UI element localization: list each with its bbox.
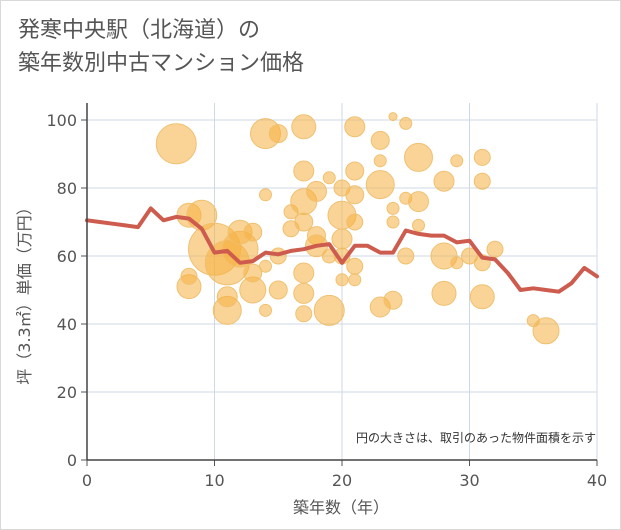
bubble-point [268, 280, 288, 300]
bubble-point [243, 222, 263, 242]
x-tick-label: 30 [459, 471, 479, 490]
bubble-point [412, 218, 425, 232]
bubble-point [373, 154, 387, 168]
bubble-point [473, 172, 491, 190]
chart-title-line1: 発寒中央駅（北海道）の [18, 18, 261, 43]
bubble-point [335, 273, 349, 287]
bubble-point [155, 123, 197, 165]
x-tick-label: 10 [204, 471, 224, 490]
bubble-point [469, 284, 495, 310]
bubble-point [259, 188, 272, 202]
x-tick-label: 0 [82, 471, 92, 490]
bubble-point [532, 317, 560, 345]
bubble-point [313, 294, 345, 326]
bubble-point [322, 171, 336, 185]
bubble-point [294, 212, 314, 232]
y-axis-title: 坪（3.3㎡）単価（万円） [15, 199, 34, 384]
bubble-point [295, 305, 313, 323]
axes [81, 103, 598, 466]
bubble-point [486, 240, 504, 258]
bubble-point [259, 303, 272, 317]
bubble-point [293, 262, 315, 284]
bubble-point [386, 201, 400, 215]
bubble-point [388, 112, 398, 122]
bubble-point [291, 114, 317, 140]
bubble-point [386, 215, 400, 229]
tick-labels: 0 10 20 30 40 0 20 40 60 80 100 [46, 111, 607, 490]
bubble-point [268, 124, 288, 144]
chart-title-line2: 築年数別中古マンション価格 [18, 51, 305, 76]
bubble-point [293, 160, 315, 182]
chart-title: 発寒中央駅（北海道）の 築年数別中古マンション価格 [18, 14, 304, 80]
y-tick-label: 80 [57, 179, 77, 198]
bubble-point [331, 228, 353, 250]
bubble-point [344, 116, 366, 138]
bubble-point [243, 263, 263, 283]
y-tick-label: 0 [67, 451, 77, 470]
bubble-point [365, 170, 395, 200]
bubble-point [383, 290, 403, 310]
bubble-layer [155, 112, 560, 345]
bubble-point [293, 282, 315, 304]
y-tick-label: 20 [57, 383, 77, 402]
bubble-point [399, 116, 413, 130]
bubble-point [306, 180, 327, 202]
bubble-point [433, 170, 455, 192]
bubble-point [180, 267, 198, 285]
x-axis-title: 築年数（年） [293, 498, 389, 517]
bubble-point [397, 247, 415, 265]
bubble-point [404, 142, 433, 172]
bubble-size-note: 円の大きさは、取引のあった物件面積を示す [356, 430, 596, 445]
bubble-point [259, 259, 272, 273]
bubble-point [216, 286, 238, 308]
x-tick-label: 40 [587, 471, 607, 490]
bubble-point [370, 130, 390, 150]
y-tick-label: 60 [57, 247, 77, 266]
bubble-point [348, 273, 362, 287]
bubble-point [345, 185, 365, 205]
bubble-point [346, 257, 364, 275]
bubble-point [450, 256, 464, 270]
bubble-point [346, 213, 364, 231]
bubble-point [473, 148, 491, 166]
y-tick-label: 100 [46, 111, 77, 130]
average-price-line [85, 206, 599, 294]
bubble-point [408, 191, 429, 213]
bubble-point [431, 280, 457, 306]
bubble-point [450, 154, 464, 168]
bubble-point [345, 161, 365, 181]
x-tick-label: 20 [332, 471, 352, 490]
y-tick-label: 40 [57, 315, 77, 334]
